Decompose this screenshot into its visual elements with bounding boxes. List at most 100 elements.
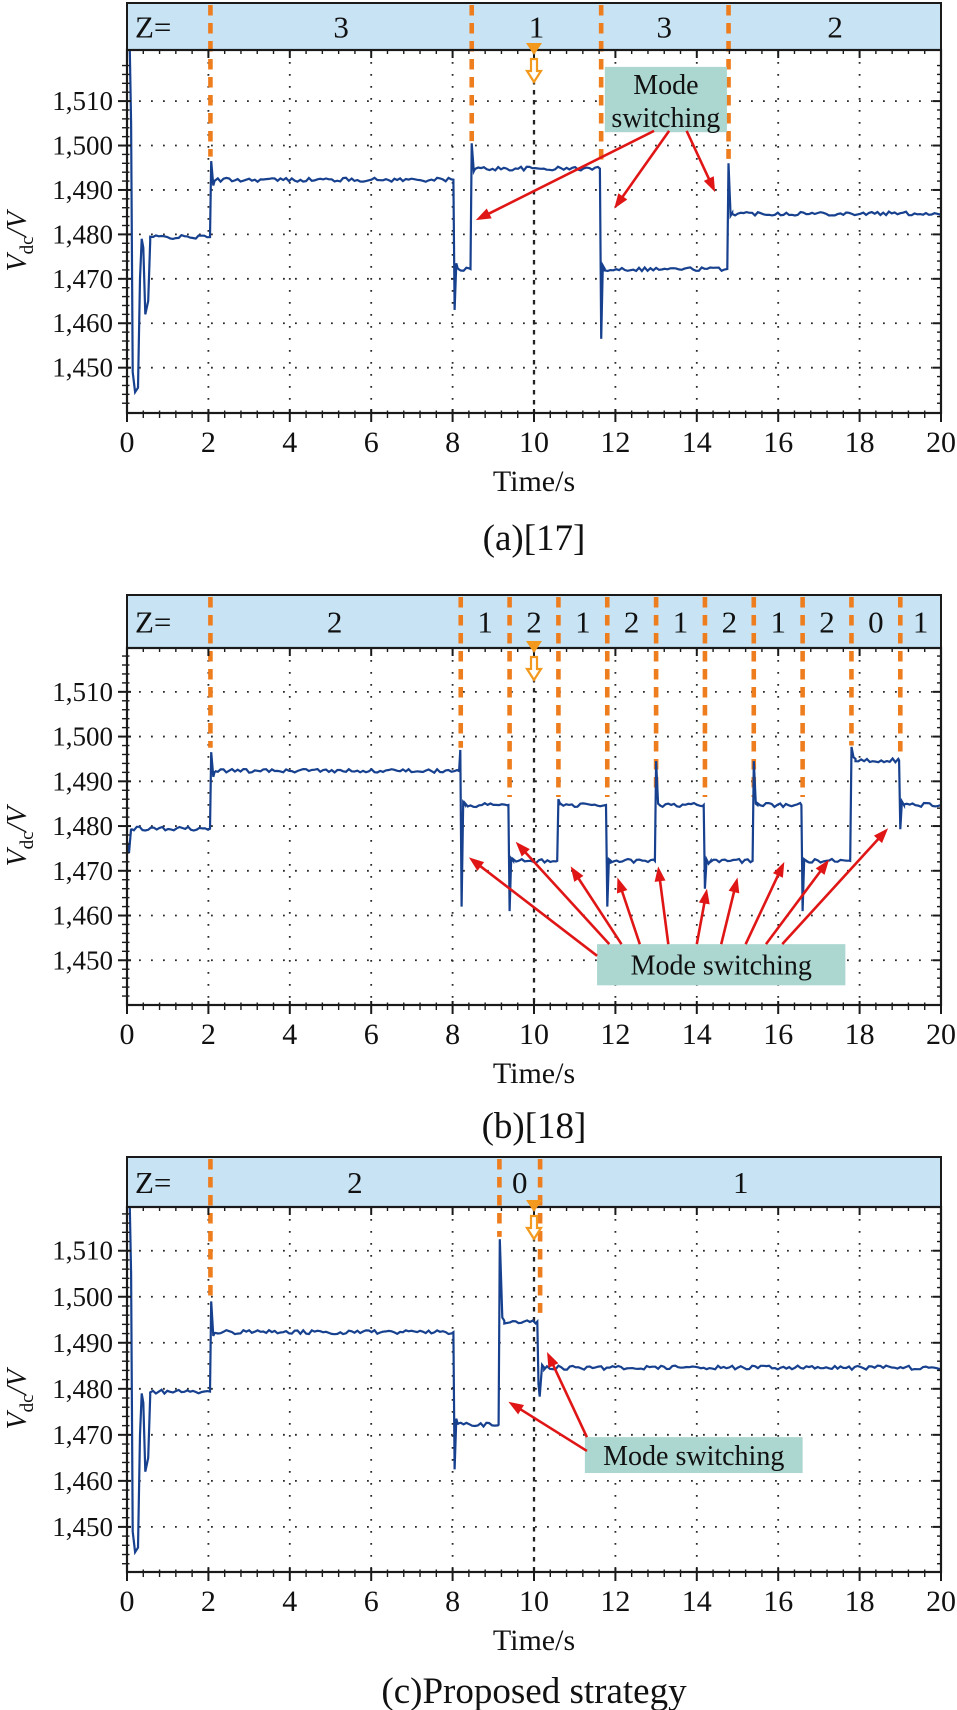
- y-tick-label: 1,470: [52, 264, 113, 294]
- y-tick-label: 1,500: [52, 1282, 113, 1312]
- zone-label: 2: [347, 1165, 363, 1200]
- zone-label: 3: [656, 10, 672, 45]
- mode-switching-arrows: [508, 1351, 589, 1453]
- zone-label: 2: [722, 605, 738, 640]
- x-tick-label: 12: [600, 1585, 630, 1618]
- y-tick-label: 1,460: [52, 1466, 113, 1496]
- x-tick-label: 10: [519, 1018, 549, 1051]
- mode-switching-arrowhead-icon: [815, 859, 830, 875]
- mode-switching-label-box: [584, 1437, 803, 1474]
- axis-ticks: [118, 1207, 942, 1581]
- x-tick-label: 12: [600, 1018, 630, 1051]
- mode-switching-arrows: [468, 828, 889, 957]
- panel-caption: (c)Proposed strategy: [381, 1671, 687, 1710]
- x-tick-label: 8: [445, 1585, 460, 1618]
- y-tick-label: 1,500: [52, 131, 113, 161]
- mode-switching-arrow: [620, 130, 671, 200]
- time-marker-triangle-icon: [526, 641, 542, 653]
- time-marker-pin-icon: [524, 1214, 544, 1242]
- mode-switching-arrow: [620, 888, 642, 945]
- zone-boundary-lines: [208, 5, 731, 164]
- y-tick-label: 1,450: [52, 945, 113, 975]
- x-tick-label: 14: [682, 426, 712, 459]
- x-tick-label: 14: [682, 1585, 712, 1618]
- x-tick-label: 18: [845, 426, 875, 459]
- y-tick-label: 1,450: [52, 353, 113, 383]
- mode-switching-arrowhead-icon: [654, 866, 666, 882]
- x-tick-label: 18: [845, 1018, 875, 1051]
- mode-switching-arrow: [781, 836, 881, 946]
- mode-switching-label-text: Mode switching: [603, 1441, 784, 1472]
- waveform-line: [128, 1207, 941, 1556]
- mode-switching-arrowhead-icon: [614, 193, 628, 209]
- zone-prefix-label: Z=: [135, 605, 171, 640]
- zone-header: [126, 2, 942, 51]
- y-tick-label: 1,480: [52, 1374, 113, 1404]
- x-tick-label: 4: [282, 426, 297, 459]
- mode-switching-label-box: [597, 944, 846, 986]
- x-tick-label: 12: [600, 426, 630, 459]
- axis-ticks: [118, 648, 942, 1014]
- mode-switching-arrow: [576, 875, 623, 945]
- x-tick-label: 2: [201, 1018, 216, 1051]
- mode-switching-label-box: [604, 66, 727, 133]
- mode-switching-arrowhead-icon: [475, 208, 492, 221]
- mode-switching-arrow: [522, 849, 611, 946]
- zone-label: 0: [868, 605, 884, 640]
- y-tick-label: 1,510: [52, 1236, 113, 1266]
- y-tick-label: 1,470: [52, 856, 113, 886]
- x-axis-title: Time/s: [493, 1624, 575, 1657]
- mode-switching-label-text: switching: [611, 103, 720, 134]
- mode-switching-arrowhead-icon: [698, 888, 710, 905]
- y-axis-title: Vdc/V: [2, 804, 38, 867]
- time-marker-pin-icon: [524, 57, 544, 85]
- zone-header: [126, 1156, 942, 1208]
- mode-switching-arrow: [477, 863, 598, 957]
- x-tick-label: 18: [845, 1585, 875, 1618]
- zone-label: 1: [733, 1165, 749, 1200]
- y-tick-label: 1,480: [52, 811, 113, 841]
- y-tick-label: 1,500: [52, 722, 113, 752]
- x-tick-label: 16: [763, 1585, 793, 1618]
- x-tick-label: 8: [445, 1018, 460, 1051]
- zone-label: 2: [526, 605, 542, 640]
- mode-switching-arrowhead-icon: [547, 1351, 559, 1368]
- y-tick-label: 1,510: [52, 86, 113, 116]
- y-axis-title: Vdc/V: [2, 209, 38, 272]
- x-tick-label: 6: [364, 1018, 379, 1051]
- y-axis-title: Vdc/V: [2, 1367, 38, 1430]
- mode-switching-arrow: [744, 872, 781, 945]
- mode-switching-label-text: Mode: [633, 70, 698, 101]
- zone-label: 0: [512, 1165, 528, 1200]
- mode-switching-arrowhead-icon: [772, 861, 785, 878]
- x-tick-label: 20: [926, 426, 956, 459]
- zone-prefix-label: Z=: [135, 10, 171, 45]
- zone-boundary-lines: [208, 1159, 543, 1313]
- x-tick-label: 20: [926, 1585, 956, 1618]
- mode-switching-arrowhead-icon: [616, 877, 628, 894]
- y-tick-label: 1,490: [52, 766, 113, 796]
- x-tick-label: 2: [201, 1585, 216, 1618]
- zone-label: 2: [327, 605, 343, 640]
- y-tick-label: 1,510: [52, 677, 113, 707]
- mode-switching-arrow: [685, 130, 712, 182]
- time-marker-pin-icon: [524, 655, 544, 683]
- y-tick-label: 1,450: [52, 1512, 113, 1542]
- x-tick-label: 16: [763, 426, 793, 459]
- mode-switching-arrowhead-icon: [703, 176, 716, 193]
- x-tick-label: 4: [282, 1585, 297, 1618]
- zone-label: 2: [827, 10, 843, 45]
- zone-label: 1: [575, 605, 591, 640]
- y-tick-label: 1,470: [52, 1420, 113, 1450]
- y-tick-label: 1,490: [52, 1328, 113, 1358]
- x-tick-label: 0: [120, 1018, 135, 1051]
- chart-panel-c: Z= 2 0 11,4501,4601,4701,4801,4901,5001,510…: [2, 1156, 956, 1710]
- x-tick-label: 0: [120, 1585, 135, 1618]
- zone-label: 1: [529, 10, 545, 45]
- x-tick-label: 4: [282, 1018, 297, 1051]
- zone-label: 1: [673, 605, 689, 640]
- y-tick-label: 1,480: [52, 219, 113, 249]
- chart-panel-a: Z= 3 1 3 2 1,450 1,460 1,470 1,480 1,490 1,500 1,51…: [2, 2, 956, 559]
